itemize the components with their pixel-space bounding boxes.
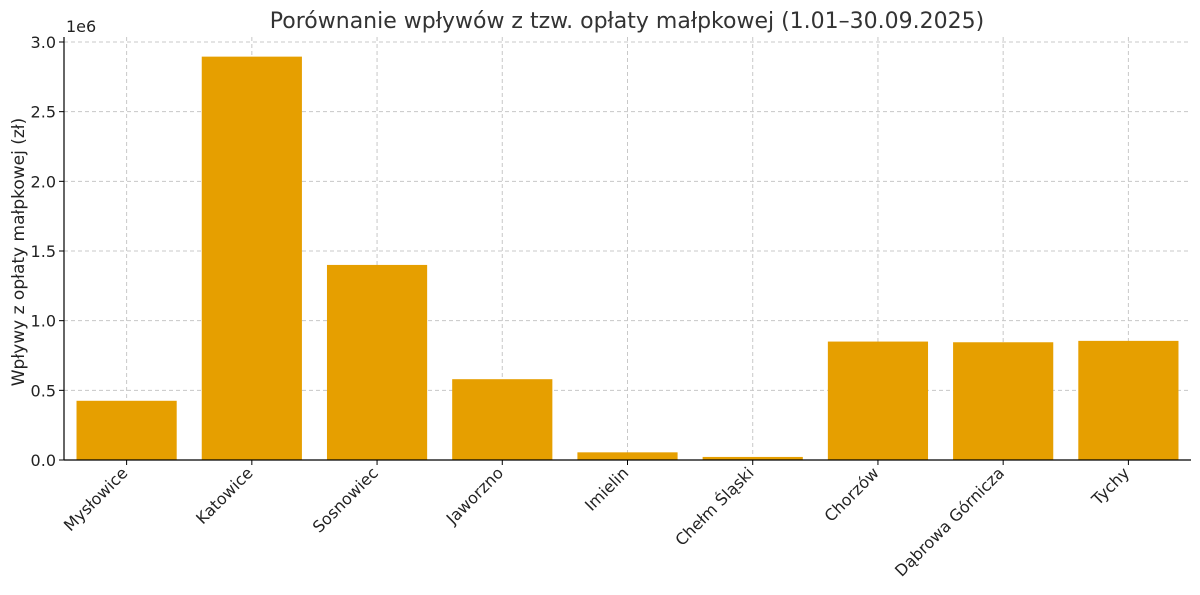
chart-title: Porównanie wpływów z tzw. opłaty małpkow… — [270, 9, 984, 34]
y-tick-label: 2.0 — [31, 172, 56, 191]
bar — [1078, 340, 1179, 460]
bar — [76, 400, 177, 460]
x-tick-label: Imielin — [581, 463, 632, 514]
y-tick-label: 0.5 — [31, 381, 56, 400]
bar — [827, 341, 929, 460]
y-tick-label: 1.0 — [31, 312, 56, 331]
x-tick-label: Katowice — [192, 463, 257, 528]
x-ticks: Mysłowice Katowice Sosnowiec Jaworzno Imieli… — [60, 460, 1133, 580]
x-tick-label: Sosnowiec — [309, 463, 382, 536]
bars — [76, 56, 1179, 460]
x-tick-label: Mysłowice — [60, 463, 132, 535]
bar — [702, 456, 803, 460]
y-tick-label: 3.0 — [31, 33, 56, 52]
y-tick-label: 1.5 — [31, 242, 56, 261]
x-tick-label: Chełm Śląski — [671, 463, 757, 549]
y-axis-label: Wpływy z opłaty małpkowej (zł) — [9, 118, 29, 387]
bar — [953, 342, 1054, 460]
bar — [452, 379, 553, 460]
x-tick-label: Jaworzno — [442, 463, 507, 528]
y-tick-label: 2.5 — [31, 103, 56, 122]
bar — [577, 452, 678, 460]
x-tick-label: Dąbrowa Górnicza — [891, 463, 1008, 580]
x-tick-label: Chorzów — [821, 463, 883, 525]
y-tick-label: 0.0 — [31, 451, 56, 470]
y-ticks: 0.0 0.5 1.0 1.5 2.0 2.5 3.0 — [31, 33, 64, 470]
bar — [201, 56, 302, 460]
x-tick-label: Tychy — [1087, 463, 1133, 509]
bar — [326, 264, 428, 460]
y-axis-offset-label: 1e6 — [66, 17, 96, 36]
